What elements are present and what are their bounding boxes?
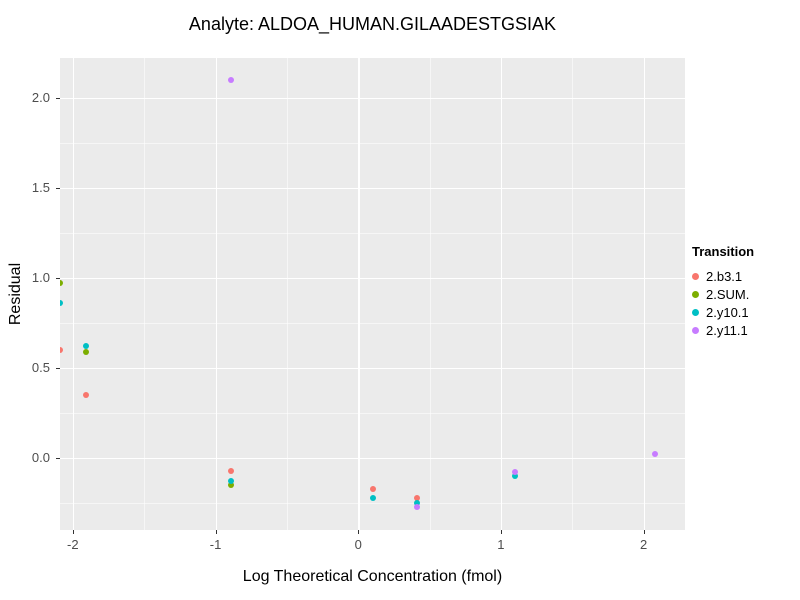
x-tick-label: -2 [67,537,79,552]
y-tick-label: 1.0 [31,269,50,285]
minor-gridline-vertical [429,58,431,530]
x-tick-label: 2 [639,537,648,552]
legend-item: 2.y10.1 [692,303,754,321]
y-tick-mark [56,277,60,279]
x-tick-mark [500,530,502,534]
minor-gridline-vertical [572,58,574,530]
x-tick-label: 0 [354,537,362,552]
data-point [82,343,89,350]
major-gridline-vertical [500,58,503,530]
minor-gridline-vertical [286,58,288,530]
legend-item-label: 2.SUM. [706,286,750,302]
x-tick-label: -1 [209,537,222,552]
y-tick-label: 0.5 [31,359,50,375]
major-gridline-horizontal [60,187,685,190]
legend-item-label: 2.y10.1 [706,304,749,320]
data-point [413,494,420,501]
major-gridline-vertical [72,58,75,530]
data-point [413,503,420,510]
legend-key-dot [692,272,699,280]
data-point [369,494,376,501]
major-gridline-vertical [643,58,645,530]
legend-item: 2.b3.1 [692,267,754,285]
legend-item: 2.SUM. [692,285,754,303]
data-point [228,467,235,474]
major-gridline-horizontal [60,97,685,100]
minor-gridline-horizontal [60,412,685,414]
legend-item-label: 2.b3.1 [706,268,743,284]
minor-gridline-vertical [144,58,146,530]
x-tick-mark [215,530,217,534]
legend-key-dot [692,326,699,334]
legend-items: 2.b3.1 2.SUM. 2.y10.1 2.y11.1 [692,267,754,339]
data-point [82,348,89,355]
x-tick-mark [643,530,645,534]
data-point [652,451,659,458]
data-point [413,499,420,506]
y-tick-label: 0.0 [31,449,50,465]
minor-gridline-horizontal [60,142,685,144]
data-point [512,472,519,479]
data-point [512,469,519,476]
legend-key-dot [692,290,699,298]
data-point [82,391,89,398]
data-point [60,300,63,306]
legend-item-label: 2.y11.1 [706,322,748,338]
chart-title: Analyte: ALDOA_HUMAN.GILAADESTGSIAK [188,14,557,34]
minor-gridline-horizontal [60,232,685,234]
data-point [369,485,376,492]
x-tick-mark [72,530,74,534]
y-tick-label: 1.5 [31,179,50,195]
data-point [228,478,235,485]
major-gridline-horizontal [60,367,685,370]
data-point [228,76,235,83]
legend-item: 2.y11.1 [692,321,754,339]
y-tick-mark [56,367,60,369]
y-tick-mark [56,97,60,99]
major-gridline-horizontal [60,277,685,280]
minor-gridline-horizontal [60,502,685,504]
legend-title: Transition [692,244,755,259]
y-tick-mark [56,187,60,189]
plot-panel [60,58,685,530]
data-point [60,280,63,287]
x-tick-label: 1 [497,537,505,552]
y-tick-label: 2.0 [31,89,50,105]
data-point [60,346,63,353]
data-point [228,481,235,488]
major-gridline-vertical [215,58,217,530]
x-tick-mark [358,530,360,534]
minor-gridline-horizontal [60,322,685,324]
legend-key-dot [692,308,699,316]
legend: Transition 2.b3.1 2.SUM. 2.y10.1 2.y11.1 [692,244,754,339]
major-gridline-horizontal [60,457,685,460]
major-gridline-vertical [358,58,360,530]
y-tick-mark [56,457,60,459]
x-axis-label: Log Theoretical Concentration (fmol) [242,568,503,585]
